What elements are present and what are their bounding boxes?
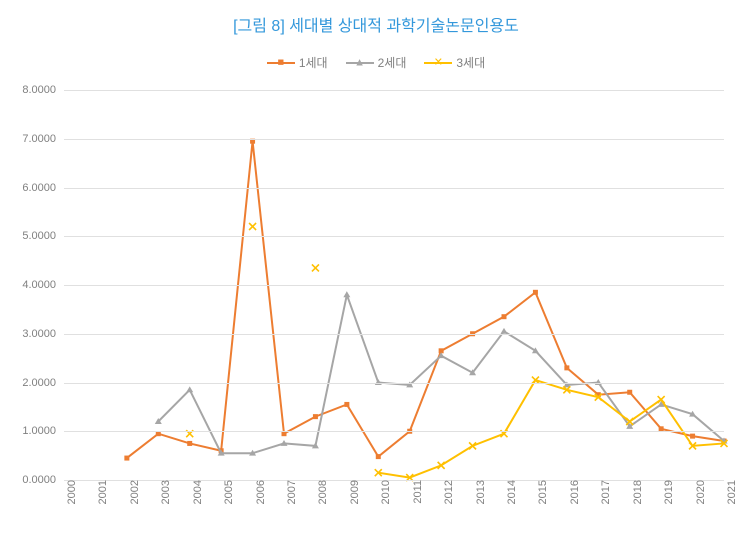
x-axis-label: 2002 bbox=[123, 480, 141, 504]
x-axis-label: 2019 bbox=[657, 480, 675, 504]
plot-area: 0.00001.00002.00003.00004.00005.00006.00… bbox=[64, 90, 724, 480]
y-axis-label: 3.0000 bbox=[22, 328, 64, 340]
y-axis-label: 8.0000 bbox=[22, 84, 64, 96]
series-line bbox=[158, 295, 724, 453]
outlier-marker bbox=[312, 264, 319, 271]
y-axis-label: 7.0000 bbox=[22, 133, 64, 145]
x-axis-label: 2018 bbox=[626, 480, 644, 504]
data-marker bbox=[690, 434, 695, 439]
x-axis-label: 2001 bbox=[91, 480, 109, 504]
legend-label: 3세대 bbox=[456, 54, 485, 71]
gridline bbox=[64, 334, 724, 335]
chart-container: [그림 8] 세대별 상대적 과학기술논문인용도 ■ 1세대 ▲ 2세대 ✕ 3세대 0.… bbox=[0, 0, 752, 537]
x-axis-label: 2009 bbox=[343, 480, 361, 504]
data-marker bbox=[313, 414, 318, 419]
legend-marker: ✕ bbox=[424, 57, 452, 69]
gridline bbox=[64, 90, 724, 91]
legend-label: 2세대 bbox=[378, 54, 407, 71]
gridline bbox=[64, 236, 724, 237]
legend-label: 1세대 bbox=[299, 54, 328, 71]
outlier-marker bbox=[249, 223, 256, 230]
data-marker bbox=[343, 291, 350, 297]
legend-marker: ■ bbox=[267, 57, 295, 69]
data-marker bbox=[124, 456, 129, 461]
gridline bbox=[64, 383, 724, 384]
legend-marker: ▲ bbox=[346, 57, 374, 69]
x-axis-label: 2013 bbox=[469, 480, 487, 504]
x-axis-label: 2014 bbox=[500, 480, 518, 504]
gridline bbox=[64, 188, 724, 189]
chart-title: [그림 8] 세대별 상대적 과학기술논문인용도 bbox=[0, 0, 752, 36]
data-marker bbox=[533, 290, 538, 295]
x-axis-label: 2004 bbox=[186, 480, 204, 504]
data-marker bbox=[344, 402, 349, 407]
data-marker bbox=[564, 365, 569, 370]
y-axis-label: 1.0000 bbox=[22, 425, 64, 437]
x-axis-label: 2015 bbox=[531, 480, 549, 504]
y-axis-label: 6.0000 bbox=[22, 182, 64, 194]
x-axis-label: 2010 bbox=[374, 480, 392, 504]
x-axis-label: 2007 bbox=[280, 480, 298, 504]
gridline bbox=[64, 431, 724, 432]
data-marker bbox=[376, 454, 381, 459]
legend-item: ▲ 2세대 bbox=[346, 54, 407, 71]
x-axis-label: 2020 bbox=[689, 480, 707, 504]
x-axis-label: 2003 bbox=[154, 480, 172, 504]
y-axis-label: 4.0000 bbox=[22, 279, 64, 291]
x-axis-label: 2000 bbox=[60, 480, 78, 504]
x-axis-label: 2016 bbox=[563, 480, 581, 504]
legend-item: ✕ 3세대 bbox=[424, 54, 485, 71]
y-axis-label: 0.0000 bbox=[22, 474, 64, 486]
y-axis-label: 2.0000 bbox=[22, 377, 64, 389]
series-line bbox=[378, 380, 724, 478]
data-marker bbox=[187, 441, 192, 446]
data-marker bbox=[186, 386, 193, 392]
data-marker bbox=[502, 314, 507, 319]
y-axis-label: 5.0000 bbox=[22, 230, 64, 242]
x-axis-label: 2011 bbox=[406, 480, 424, 504]
gridline bbox=[64, 285, 724, 286]
data-marker bbox=[627, 390, 632, 395]
x-axis-label: 2006 bbox=[249, 480, 267, 504]
legend-item: ■ 1세대 bbox=[267, 54, 328, 71]
chart-legend: ■ 1세대 ▲ 2세대 ✕ 3세대 bbox=[0, 54, 752, 71]
x-axis-label: 2005 bbox=[217, 480, 235, 504]
gridline bbox=[64, 139, 724, 140]
x-axis-label: 2021 bbox=[720, 480, 738, 504]
x-axis-label: 2012 bbox=[437, 480, 455, 504]
x-axis-label: 2008 bbox=[311, 480, 329, 504]
series-line bbox=[127, 141, 724, 458]
x-axis-label: 2017 bbox=[594, 480, 612, 504]
